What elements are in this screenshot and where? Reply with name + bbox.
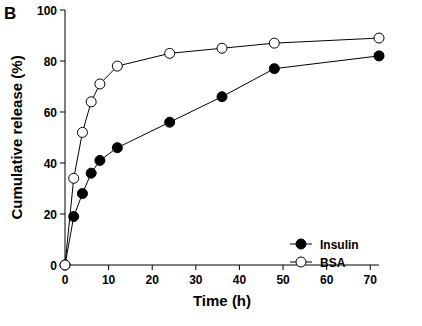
data-point <box>77 189 87 199</box>
plot-area <box>60 33 384 270</box>
y-tick <box>60 163 65 164</box>
x-tick-label: 30 <box>189 273 203 287</box>
x-tick <box>152 265 153 270</box>
y-tick-label: 20 <box>44 208 58 222</box>
x-tick-label: 40 <box>233 273 247 287</box>
data-point <box>269 64 279 74</box>
data-point <box>217 43 227 53</box>
x-axis-label: Time (h) <box>193 292 251 309</box>
data-point <box>69 212 79 222</box>
data-point <box>165 117 175 127</box>
y-tick <box>60 61 65 62</box>
x-tick <box>195 265 196 270</box>
data-point <box>60 260 70 270</box>
legend-marker <box>296 239 306 249</box>
data-point <box>269 38 279 48</box>
legend-label: Insulin <box>320 238 359 252</box>
y-tick <box>60 112 65 113</box>
x-tick-label: 0 <box>62 273 69 287</box>
chart-root: B 0 20 40 60 80 100 0 10 20 30 40 50 60 70 Time (h) Cumu… <box>0 0 422 326</box>
data-point <box>86 168 96 178</box>
y-axis <box>65 10 66 265</box>
y-tick-label: 80 <box>44 55 58 69</box>
data-point <box>69 173 79 183</box>
x-tick-label: 50 <box>276 273 290 287</box>
y-tick-label: 0 <box>50 259 57 273</box>
y-tick-label: 100 <box>37 4 57 18</box>
legend-label: BSA <box>320 256 346 270</box>
x-tick <box>108 265 109 270</box>
data-point <box>217 92 227 102</box>
data-point <box>374 33 384 43</box>
data-point <box>86 97 96 107</box>
legend: Insulin BSA <box>290 238 359 270</box>
data-point <box>60 260 70 270</box>
x-tick-label: 70 <box>364 273 378 287</box>
data-point <box>77 127 87 137</box>
chart: B 0 20 40 60 80 100 0 10 20 30 40 50 60 70 Time (h) Cumu… <box>0 0 422 326</box>
data-point <box>374 51 384 61</box>
data-point <box>165 48 175 58</box>
y-tick-label: 40 <box>44 157 58 171</box>
data-point <box>112 143 122 153</box>
x-tick <box>283 265 284 270</box>
y-axis-label: Cumulative release (%) <box>8 55 25 219</box>
x-tick <box>370 265 371 270</box>
series-line <box>65 56 379 265</box>
x-tick-label: 20 <box>146 273 160 287</box>
data-point <box>95 155 105 165</box>
y-tick <box>60 214 65 215</box>
y-tick-label: 60 <box>44 106 58 120</box>
y-tick <box>60 10 65 11</box>
x-tick-label: 10 <box>102 273 116 287</box>
data-point <box>95 79 105 89</box>
x-tick <box>239 265 240 270</box>
x-tick-label: 60 <box>320 273 334 287</box>
legend-marker <box>296 257 306 267</box>
panel-label: B <box>4 4 16 23</box>
series-line <box>65 38 379 265</box>
data-point <box>112 61 122 71</box>
